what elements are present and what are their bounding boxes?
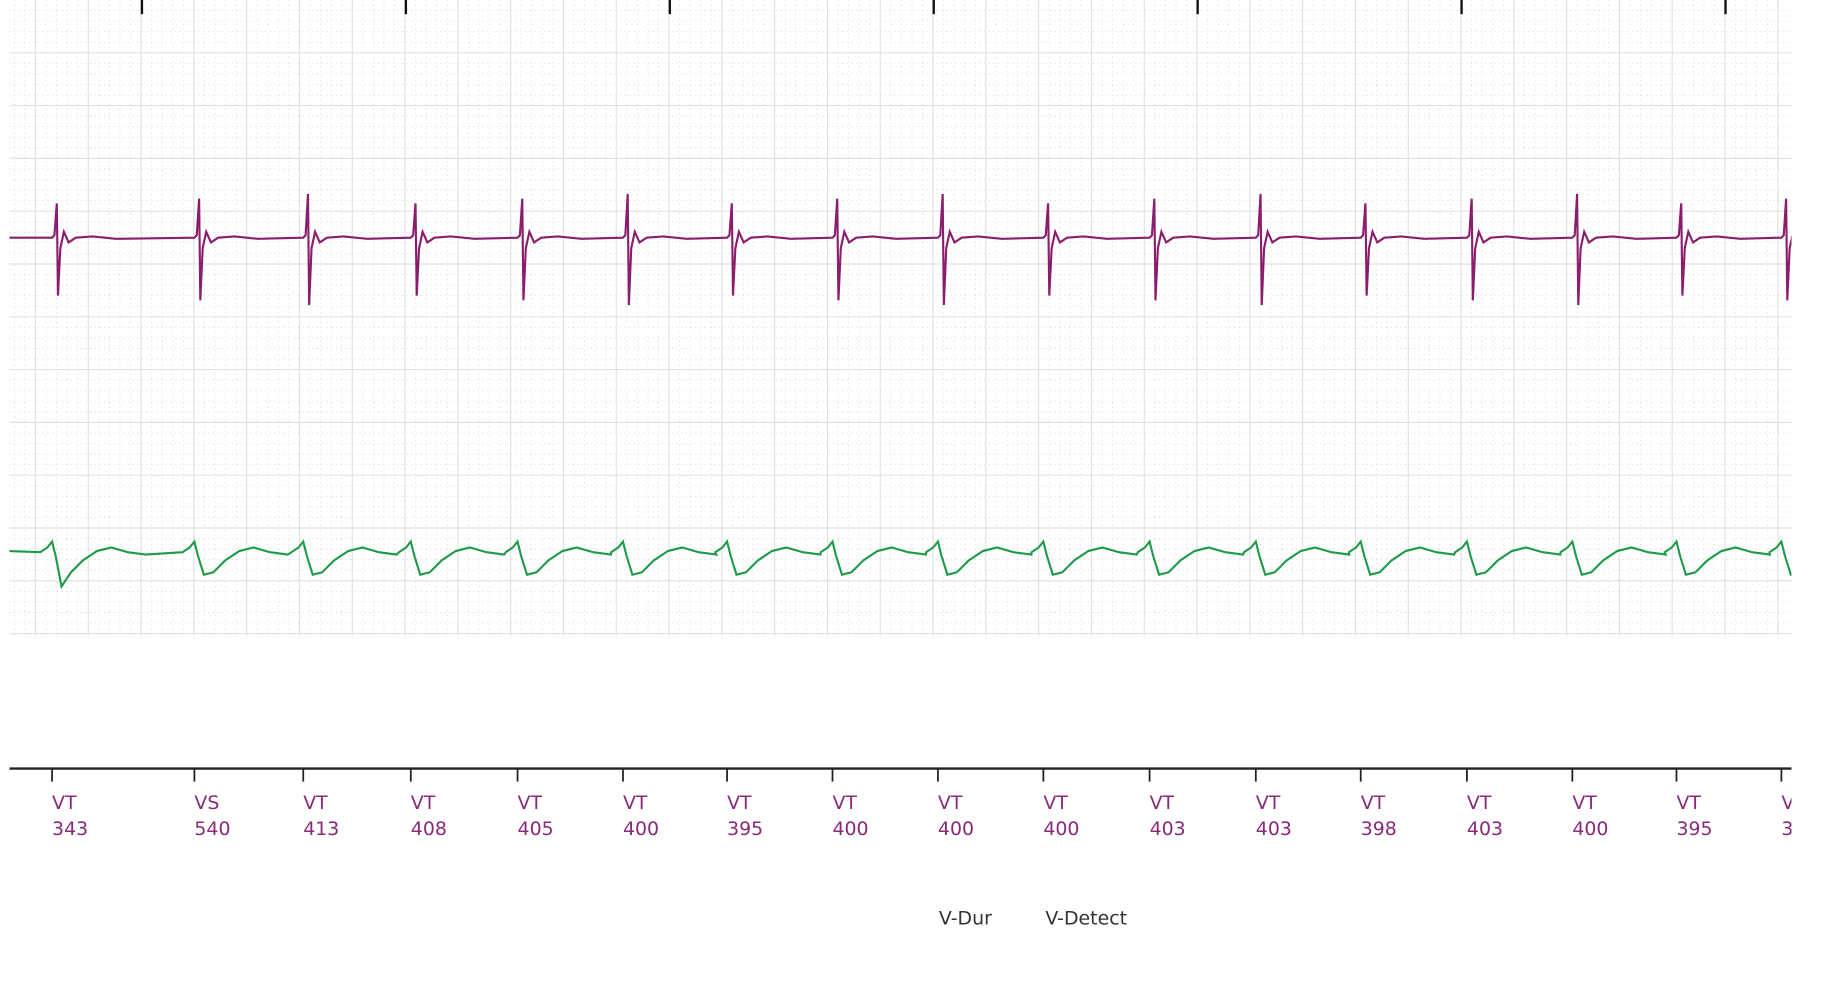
marker-interval: 400 (1572, 818, 1608, 840)
marker-label: VT (1467, 792, 1492, 814)
marker-label: VT (1676, 792, 1701, 814)
marker-label: VT (1361, 792, 1386, 814)
egm-trace-far (9, 539, 1792, 590)
marker-interval: 395 (1676, 818, 1712, 840)
marker-channel: VT 343 VS 540 VT 413 VT 408 VT 405 VT 400 VT 395 VT 400… (51, 768, 1817, 840)
marker-label: VT (1150, 792, 1175, 814)
marker-label: VT (727, 792, 752, 814)
marker-label: VT (411, 792, 436, 814)
marker-interval: 408 (411, 818, 447, 840)
marker-label: VT (1572, 792, 1597, 814)
marker-interval: 403 (1150, 818, 1186, 840)
marker-interval: 400 (833, 818, 869, 840)
grid (9, 0, 1792, 637)
marker-interval: 403 (1467, 818, 1503, 840)
marker-interval: 398 (1361, 818, 1397, 840)
traces (9, 193, 1792, 590)
marker-label: VT (938, 792, 963, 814)
marker-label: VS (194, 792, 219, 814)
marker-label: VT (623, 792, 648, 814)
legend-item: V-Detect (1045, 908, 1127, 930)
marker-label: VT (1043, 792, 1068, 814)
marker-interval: 400 (1043, 818, 1079, 840)
marker-label: VT (518, 792, 543, 814)
marker-interval: 398 (1781, 818, 1817, 840)
legend-item: V-Dur (939, 908, 992, 930)
marker-label: VT (1256, 792, 1281, 814)
marker-interval: 400 (623, 818, 659, 840)
marker-label: VT (833, 792, 858, 814)
marker-interval: 343 (52, 818, 88, 840)
marker-interval: 395 (727, 818, 763, 840)
marker-interval: 405 (518, 818, 554, 840)
marker-interval: 400 (938, 818, 974, 840)
marker-interval: 403 (1256, 818, 1292, 840)
marker-label: VT (52, 792, 77, 814)
egm-trace-near (9, 193, 1792, 306)
marker-interval: 413 (303, 818, 339, 840)
marker-interval: 540 (194, 818, 230, 840)
marker-label: VT (1781, 792, 1806, 814)
marker-label: VT (303, 792, 328, 814)
